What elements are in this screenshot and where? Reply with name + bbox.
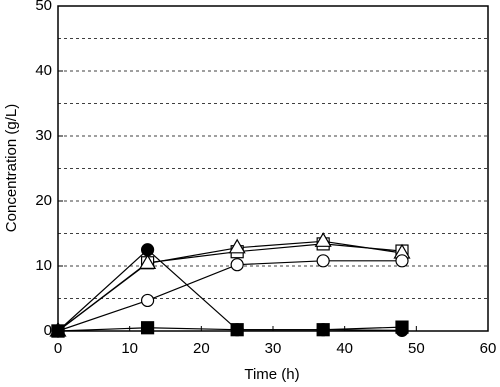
marker [140, 321, 155, 335]
marker [51, 324, 65, 338]
series-line [57, 248, 403, 332]
marker [230, 258, 244, 272]
x-tick-label: 30 [265, 340, 282, 357]
marker [228, 238, 246, 254]
marker [395, 320, 409, 334]
x-tick-label: 20 [193, 340, 210, 357]
y-tick-label: 10 [35, 257, 52, 274]
series-line [57, 260, 402, 332]
marker [140, 293, 155, 308]
x-tick-label: 0 [54, 340, 62, 357]
x-axis-label: Time (h) [244, 366, 299, 383]
marker [139, 254, 157, 269]
marker [230, 323, 244, 337]
y-tick-label: 50 [35, 0, 52, 14]
x-tick-label: 10 [121, 340, 138, 357]
x-tick-label: 50 [408, 340, 425, 357]
y-tick-label: 20 [35, 192, 52, 209]
y-axis-label: Concentration (g/L) [3, 104, 20, 232]
marker [314, 232, 332, 247]
marker [395, 254, 409, 268]
marker [140, 243, 155, 257]
marker [316, 323, 330, 337]
series-line [57, 243, 403, 332]
y-tick-label: 40 [35, 62, 52, 79]
marker [316, 254, 330, 268]
plot-frame [57, 5, 489, 332]
y-tick-label: 0 [44, 322, 52, 339]
x-tick-label: 40 [336, 340, 353, 357]
y-tick-label: 30 [35, 127, 52, 144]
x-tick-label: 60 [480, 340, 497, 357]
series-line [57, 240, 403, 332]
